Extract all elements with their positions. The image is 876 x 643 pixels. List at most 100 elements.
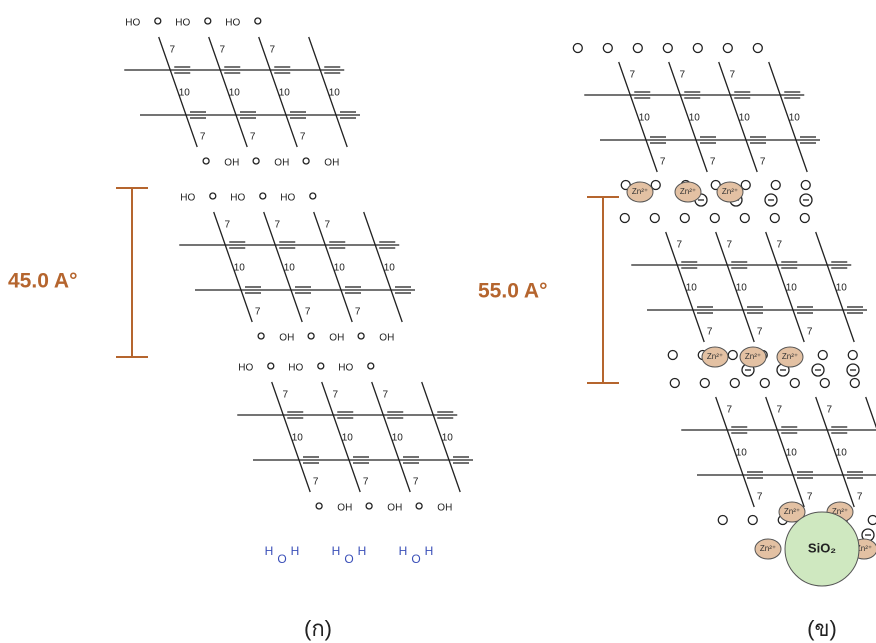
atom-label: 7 xyxy=(255,307,261,318)
carbonyl xyxy=(316,503,322,509)
atom-label: 10 xyxy=(686,283,698,294)
carbonyl xyxy=(205,18,211,24)
atom-label: 7 xyxy=(857,492,863,503)
atom-label: 7 xyxy=(300,132,306,143)
atom-label: 7 xyxy=(224,220,230,231)
atom-label: 7 xyxy=(269,45,275,56)
atom-label: 10 xyxy=(786,448,798,459)
atom-label: HO xyxy=(180,193,195,204)
carboxylate xyxy=(771,181,780,190)
carboxylate xyxy=(700,379,709,388)
spacing-label: 55.0 A° xyxy=(478,280,548,303)
atom-label: 7 xyxy=(332,390,338,401)
carbonyl xyxy=(368,363,374,369)
scale-bar-b xyxy=(587,197,619,383)
atom-label: 10 xyxy=(442,433,454,444)
atom-label: OH xyxy=(437,503,452,514)
carbonyl xyxy=(155,18,161,24)
carboxylate xyxy=(848,351,857,360)
carboxylate xyxy=(620,214,629,223)
atom-label: 7 xyxy=(710,157,716,168)
carbonyl xyxy=(210,193,216,199)
ion-label: Zn²⁺ xyxy=(722,187,738,196)
carboxylate xyxy=(868,516,876,525)
carboxylate xyxy=(718,516,727,525)
carbonyl xyxy=(258,333,264,339)
atom-label: HO xyxy=(338,363,353,374)
atom-label: O xyxy=(277,552,286,566)
atom-label: 7 xyxy=(355,307,361,318)
atom-label: 7 xyxy=(200,132,206,143)
carboxylate xyxy=(820,379,829,388)
atom-label: HO xyxy=(225,18,240,29)
carboxylate xyxy=(650,214,659,223)
carboxylate xyxy=(633,44,642,53)
atom-label: 10 xyxy=(736,283,748,294)
atom-label: OH xyxy=(274,158,289,169)
carboxylate xyxy=(693,44,702,53)
atom-label: 7 xyxy=(629,70,635,81)
carbonyl xyxy=(303,158,309,164)
atom-label: OH xyxy=(324,158,339,169)
atom-label: 10 xyxy=(234,263,246,274)
atom-label: 10 xyxy=(284,263,296,274)
carboxylate xyxy=(800,214,809,223)
carboxylate xyxy=(730,379,739,388)
atom-label: OH xyxy=(224,158,239,169)
carbonyl xyxy=(203,158,209,164)
atom-label: HO xyxy=(238,363,253,374)
atom-label: 7 xyxy=(169,45,175,56)
carbonyl xyxy=(253,158,259,164)
atom-label: 10 xyxy=(384,263,396,274)
atom-label: 10 xyxy=(739,113,751,124)
carbonyl xyxy=(366,503,372,509)
atom-label: 7 xyxy=(250,132,256,143)
carboxylate xyxy=(801,181,810,190)
atom-label: 10 xyxy=(292,433,304,444)
atom-label: 10 xyxy=(736,448,748,459)
ion-label: Zn²⁺ xyxy=(784,507,800,516)
carboxylate xyxy=(663,44,672,53)
diagram: 45.0 A° 55.0 A° (ก) (ข) 77710101010777HO… xyxy=(0,0,876,643)
atom-label: H xyxy=(291,544,300,558)
atom-label: 10 xyxy=(334,263,346,274)
atom-label: 7 xyxy=(382,390,388,401)
atom-label: 7 xyxy=(679,70,685,81)
atom-label: H xyxy=(332,544,341,558)
atom-label: 7 xyxy=(807,327,813,338)
atom-label: HO xyxy=(175,18,190,29)
carboxylate xyxy=(723,44,732,53)
ion-label: Zn²⁺ xyxy=(760,544,776,553)
ion-label: Zn²⁺ xyxy=(745,352,761,361)
carboxylate xyxy=(670,379,679,388)
carboxylate xyxy=(818,351,827,360)
atom-label: 10 xyxy=(329,88,341,99)
atom-label: 10 xyxy=(279,88,291,99)
chain xyxy=(866,397,876,507)
carboxylate xyxy=(760,379,769,388)
carboxylate xyxy=(728,351,737,360)
carboxylate xyxy=(770,214,779,223)
atom-label: 7 xyxy=(707,327,713,338)
atom-label: 7 xyxy=(807,492,813,503)
atom-label: 7 xyxy=(726,405,732,416)
atom-label: 7 xyxy=(660,157,666,168)
atom-label: 7 xyxy=(776,405,782,416)
carboxylate xyxy=(668,351,677,360)
carbonyl xyxy=(308,333,314,339)
carbonyl xyxy=(255,18,261,24)
atom-label: 7 xyxy=(776,240,782,251)
atom-label: 7 xyxy=(324,220,330,231)
atom-label: 7 xyxy=(726,240,732,251)
atom-label: 10 xyxy=(836,283,848,294)
carbonyl xyxy=(310,193,316,199)
carboxylate xyxy=(603,44,612,53)
atom-label: 7 xyxy=(219,45,225,56)
atom-label: O xyxy=(344,552,353,566)
carboxylate xyxy=(850,379,859,388)
atom-label: 10 xyxy=(689,113,701,124)
carboxylate xyxy=(680,214,689,223)
atom-label: 10 xyxy=(639,113,651,124)
atom-label: 7 xyxy=(282,390,288,401)
support-label: SiO₂ xyxy=(808,540,836,555)
